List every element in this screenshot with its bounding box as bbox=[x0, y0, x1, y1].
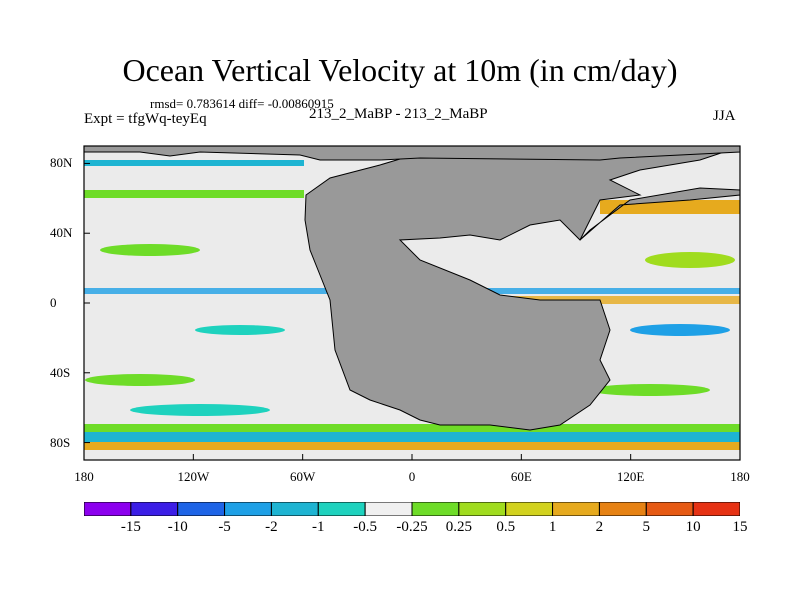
y-tick-label: 40N bbox=[50, 225, 73, 241]
blob-5 bbox=[645, 252, 735, 268]
colorbar bbox=[84, 502, 740, 516]
colorbar-label: -0.25 bbox=[396, 519, 428, 535]
band-northern-2 bbox=[84, 190, 304, 198]
colorbar-swatch bbox=[270, 502, 319, 516]
colorbar-swatch bbox=[458, 502, 507, 516]
colorbar-swatch bbox=[645, 502, 694, 516]
experiment-label: Expt = tfgWq-teyEq bbox=[84, 111, 207, 127]
x-tick-label: 60E bbox=[510, 469, 532, 484]
band-southern-ocean-2 bbox=[84, 432, 740, 442]
blob-6 bbox=[590, 384, 710, 396]
colorbar-swatch bbox=[598, 502, 647, 516]
x-tick-label: 120E bbox=[616, 469, 645, 484]
colorbar-label: 0.25 bbox=[445, 519, 472, 535]
colorbar-swatch bbox=[317, 502, 366, 516]
colorbar-swatch bbox=[364, 502, 413, 516]
x-tick-label: 0 bbox=[408, 469, 416, 484]
colorbar-label: -15 bbox=[120, 519, 141, 535]
band-southern-ocean-3 bbox=[84, 442, 740, 450]
colorbar-label: -2 bbox=[265, 519, 278, 535]
cases-label: 213_2_MaBP - 213_2_MaBP bbox=[309, 106, 488, 122]
land-masses bbox=[83, 145, 741, 431]
colorbar-label: 2 bbox=[595, 519, 604, 535]
colorbar-label: 10 bbox=[685, 519, 701, 535]
blob-2 bbox=[195, 325, 285, 335]
colorbar-label: -5 bbox=[218, 519, 231, 535]
band-southern-ocean-1 bbox=[84, 424, 740, 432]
colorbar-label: 0.5 bbox=[496, 519, 516, 535]
colorbar-swatch bbox=[177, 502, 226, 516]
x-tick-label: 120W bbox=[177, 469, 210, 484]
x-tick-label: 180 bbox=[74, 469, 94, 484]
colorbar-swatch bbox=[505, 502, 554, 516]
y-tick-label: 40S bbox=[50, 364, 71, 380]
season-label: JJA bbox=[713, 108, 736, 124]
blob-7 bbox=[130, 404, 270, 416]
y-tick-label: 80N bbox=[50, 155, 73, 171]
colorbar-label: 5 bbox=[642, 519, 651, 535]
colorbar-label: -10 bbox=[167, 519, 188, 535]
colorbar-label: -0.5 bbox=[353, 519, 378, 535]
colorbar-swatch bbox=[552, 502, 600, 516]
map-title: Ocean Vertical Velocity at 10m (in cm/da… bbox=[122, 52, 678, 88]
colorbar-swatch bbox=[84, 502, 132, 516]
colorbar-swatch bbox=[411, 502, 460, 516]
blob-3 bbox=[85, 374, 195, 386]
y-tick-label: 0 bbox=[50, 295, 57, 310]
blob-1 bbox=[100, 244, 200, 256]
colorbar-label: 1 bbox=[548, 519, 557, 535]
continent-west bbox=[304, 149, 731, 431]
stats-line: rmsd= 0.783614 diff= -0.00860915 bbox=[150, 96, 334, 111]
y-tick-label: 80S bbox=[50, 434, 71, 450]
colorbar-swatch bbox=[692, 502, 740, 516]
x-tick-label: 180 bbox=[730, 469, 750, 484]
band-northern-1 bbox=[84, 160, 304, 166]
colorbar-swatch bbox=[224, 502, 272, 516]
continent-north-strip bbox=[83, 145, 741, 161]
x-tick-label: 60W bbox=[290, 469, 316, 484]
colorbar-label: -1 bbox=[312, 519, 325, 535]
colorbar-swatch bbox=[130, 502, 179, 516]
blob-4 bbox=[630, 324, 730, 336]
colorbar-label: 15 bbox=[732, 519, 748, 535]
